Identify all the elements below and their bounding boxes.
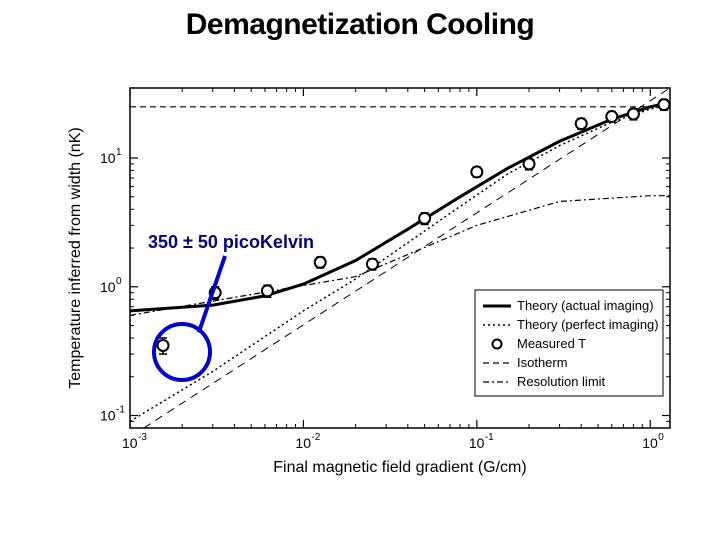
svg-text:10: 10 bbox=[100, 150, 116, 166]
svg-text:-3: -3 bbox=[138, 432, 147, 443]
svg-text:-2: -2 bbox=[311, 432, 320, 443]
svg-text:Final magnetic field gradient: Final magnetic field gradient (G/cm) bbox=[273, 459, 526, 476]
svg-text:-1: -1 bbox=[485, 432, 494, 443]
slide-title: Demagnetization Cooling bbox=[0, 8, 720, 42]
svg-text:1: 1 bbox=[116, 147, 122, 158]
svg-text:0: 0 bbox=[116, 276, 122, 287]
svg-text:Isotherm: Isotherm bbox=[517, 355, 568, 370]
svg-text:0: 0 bbox=[658, 432, 664, 443]
svg-text:Measured T: Measured T bbox=[517, 336, 586, 351]
annotation-callout: 350 ± 50 picoKelvin bbox=[148, 232, 314, 253]
svg-text:10: 10 bbox=[469, 435, 485, 451]
svg-text:Temperature inferred from widt: Temperature inferred from width (nK) bbox=[67, 127, 84, 388]
svg-text:10: 10 bbox=[122, 435, 138, 451]
chart-container: 10-310-210-110010-1100101Final magnetic … bbox=[52, 70, 684, 480]
slide: Demagnetization Cooling 10-310-210-11001… bbox=[0, 0, 720, 540]
svg-text:Resolution limit: Resolution limit bbox=[517, 374, 606, 389]
svg-text:-1: -1 bbox=[116, 405, 125, 416]
title-text: Demagnetization Cooling bbox=[186, 8, 535, 41]
svg-text:10: 10 bbox=[295, 435, 311, 451]
svg-text:10: 10 bbox=[642, 435, 658, 451]
svg-text:Theory (perfect imaging): Theory (perfect imaging) bbox=[517, 317, 659, 332]
svg-text:10: 10 bbox=[100, 279, 116, 295]
svg-text:Theory (actual imaging): Theory (actual imaging) bbox=[517, 298, 654, 313]
svg-text:10: 10 bbox=[100, 408, 116, 424]
chart-svg: 10-310-210-110010-1100101Final magnetic … bbox=[52, 70, 684, 480]
